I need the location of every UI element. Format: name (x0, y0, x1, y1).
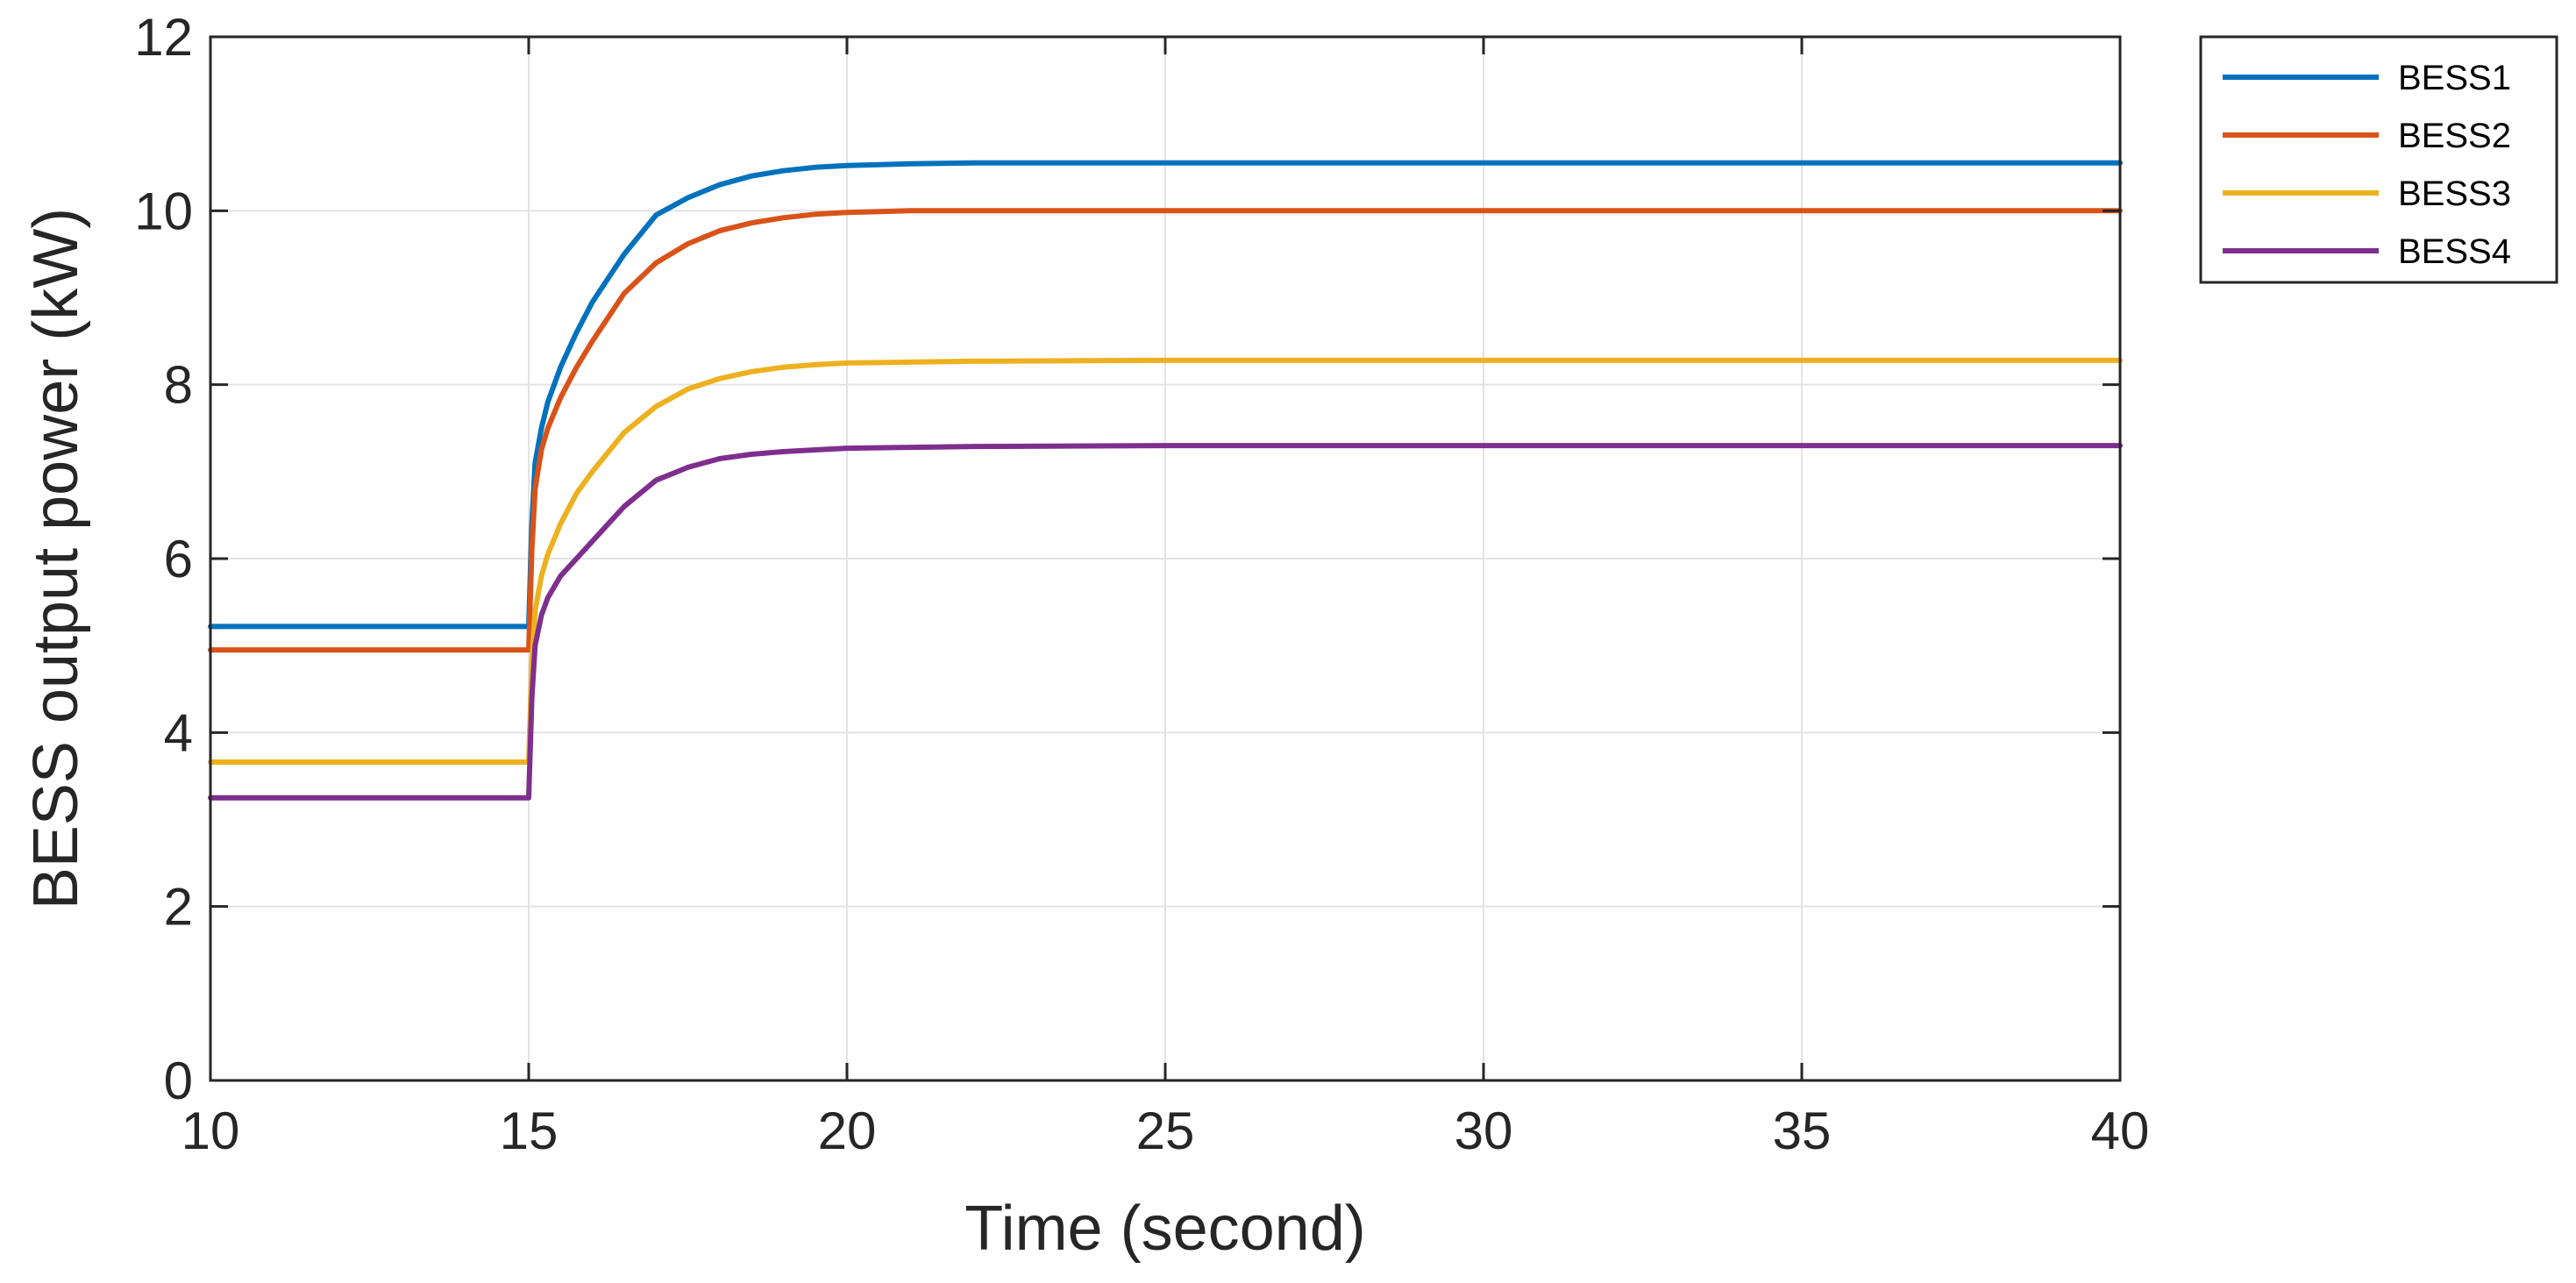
legend-label-bess3: BESS3 (2398, 175, 2511, 213)
y-tick-label: 2 (164, 878, 193, 937)
x-tick-label: 30 (1455, 1101, 1513, 1160)
x-axis-title: Time (second) (964, 1194, 1365, 1264)
y-tick-label: 12 (134, 8, 193, 67)
series-line-bess4 (208, 443, 2123, 801)
legend-label-bess1: BESS1 (2398, 59, 2511, 97)
x-tick-label: 25 (1136, 1101, 1195, 1160)
series-line-bess2 (208, 208, 2123, 653)
y-tick-label: 0 (164, 1051, 193, 1110)
legend: BESS1 BESS2 BESS3 BESS4 (2199, 35, 2558, 284)
y-tick-label: 4 (164, 703, 193, 762)
series-lines (208, 160, 2123, 801)
series-line-bess1 (208, 160, 2123, 630)
y-tick-label: 8 (164, 356, 193, 415)
series-line-bess3 (208, 357, 2123, 765)
x-tick-label: 35 (1773, 1101, 1832, 1160)
axis-ticks (209, 35, 2122, 1082)
y-tick-label: 6 (164, 530, 193, 588)
x-tick-label: 20 (818, 1101, 877, 1160)
x-tick-label: 15 (500, 1101, 559, 1160)
legend-label-bess2: BESS2 (2398, 117, 2511, 155)
legend-label-bess4: BESS4 (2398, 232, 2511, 271)
x-tick-label: 40 (2091, 1101, 2150, 1160)
x-tick-label: 10 (181, 1101, 240, 1160)
tick-labels: 10 15 20 25 30 35 40 0 2 4 6 8 10 12 (134, 8, 2149, 1160)
y-axis-title: BESS output power (kW) (21, 208, 91, 909)
y-tick-label: 10 (134, 182, 193, 240)
